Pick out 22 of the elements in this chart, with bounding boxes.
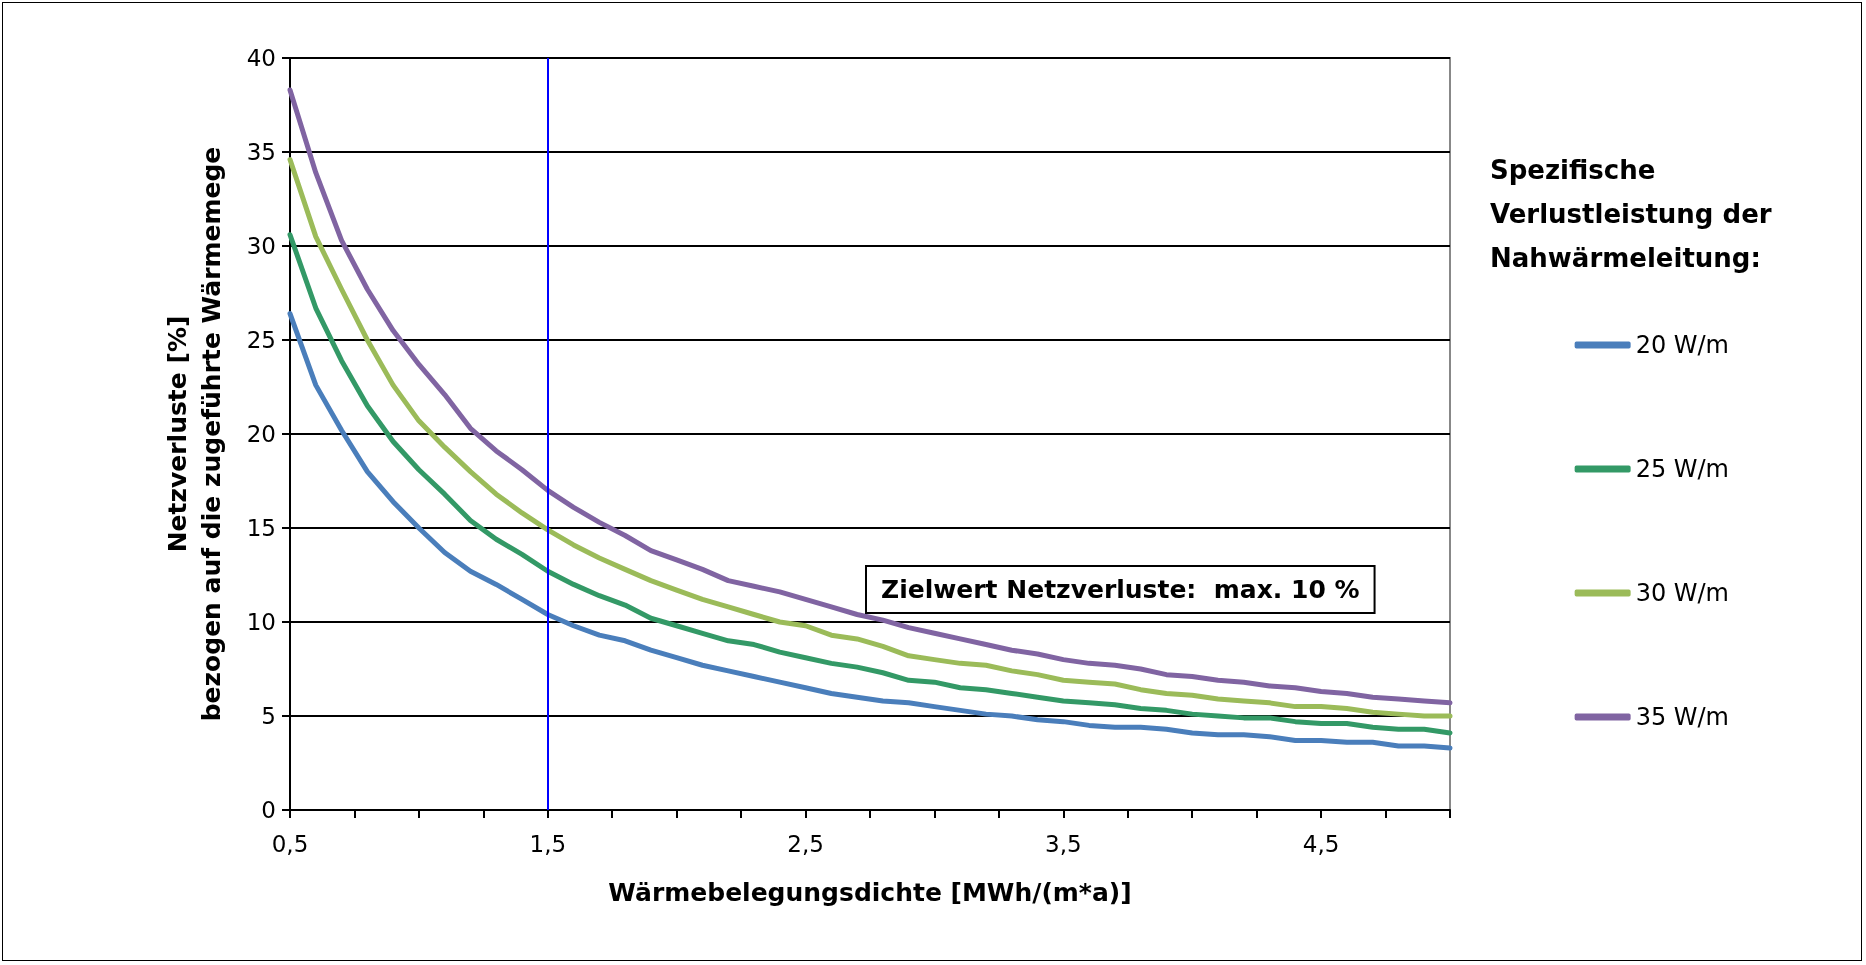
y-tick-label: 0: [261, 797, 276, 823]
annotation: Zielwert Netzverluste: max. 10 %: [881, 575, 1360, 604]
legend-label: 30 W/m: [1635, 579, 1730, 607]
x-tick-label: 4,5: [1302, 830, 1340, 857]
y-tick-label: 15: [246, 515, 276, 541]
y-tick-label: 10: [246, 609, 276, 635]
legend-title: Spezifische Verlustleistung der Nahwärmeleitung:: [1490, 155, 1781, 273]
y-axis-title: Netzverluste [%] bezogen auf die zugeführte Wärmemege: [162, 146, 226, 722]
y-tick-label: 40: [246, 45, 276, 71]
x-tick-label: 1,5: [529, 830, 567, 857]
y-tick-label: 35: [246, 139, 276, 165]
legend-label: 20 W/m: [1635, 331, 1730, 359]
legend-label: 35 W/m: [1635, 703, 1730, 731]
x-axis-title: Wärmebelegungsdichte [MWh/(m*a)]: [608, 878, 1132, 907]
y-tick-label: 25: [246, 327, 276, 353]
x-tick-label: 0,5: [271, 830, 309, 857]
x-tick-label: 3,5: [1045, 830, 1082, 857]
y-tick-label: 30: [246, 233, 276, 259]
y-tick-label: 20: [246, 421, 276, 447]
legend-label: 25 W/m: [1635, 455, 1730, 483]
y-tick-label: 5: [261, 703, 276, 729]
x-tick-label: 2,5: [787, 830, 824, 857]
